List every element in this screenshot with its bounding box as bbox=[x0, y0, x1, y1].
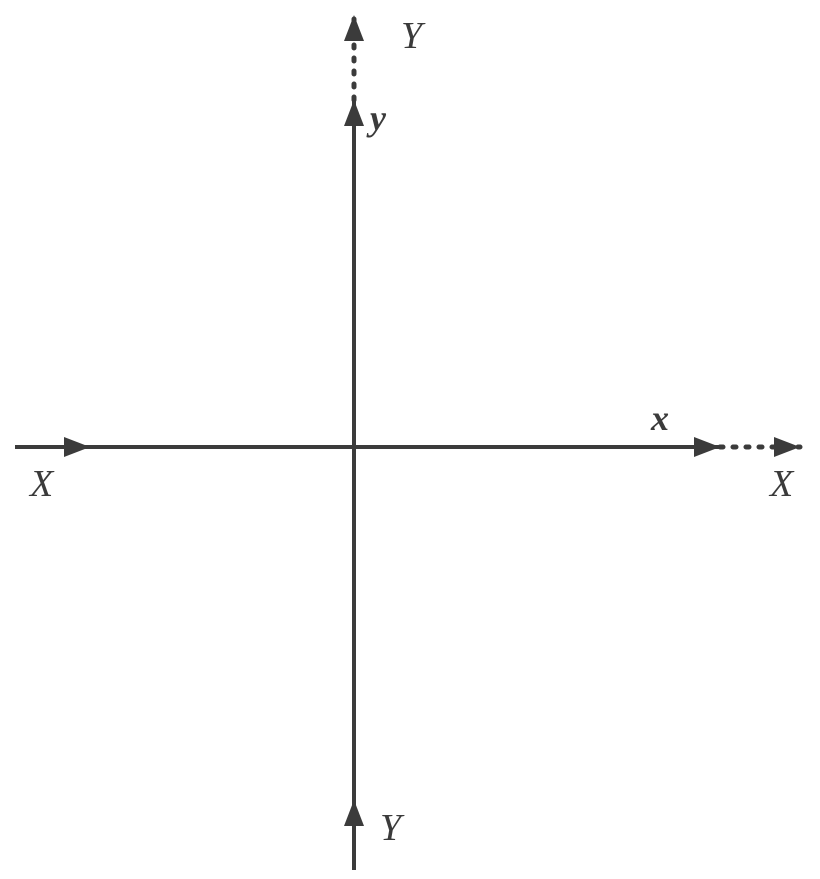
axes-diagram: Yy x X X Y bbox=[0, 0, 820, 879]
label-X_left: X bbox=[28, 463, 55, 505]
arrowheads bbox=[64, 15, 800, 826]
label-Y_top: Y bbox=[401, 15, 426, 57]
label-y_small: y bbox=[366, 98, 387, 138]
axis-lines bbox=[15, 15, 800, 870]
label-x_small: x bbox=[650, 398, 669, 438]
axis-labels: Yy x X X Y bbox=[28, 15, 795, 849]
label-Y_bot: Y bbox=[380, 807, 405, 849]
label-X_right: X bbox=[768, 463, 795, 505]
